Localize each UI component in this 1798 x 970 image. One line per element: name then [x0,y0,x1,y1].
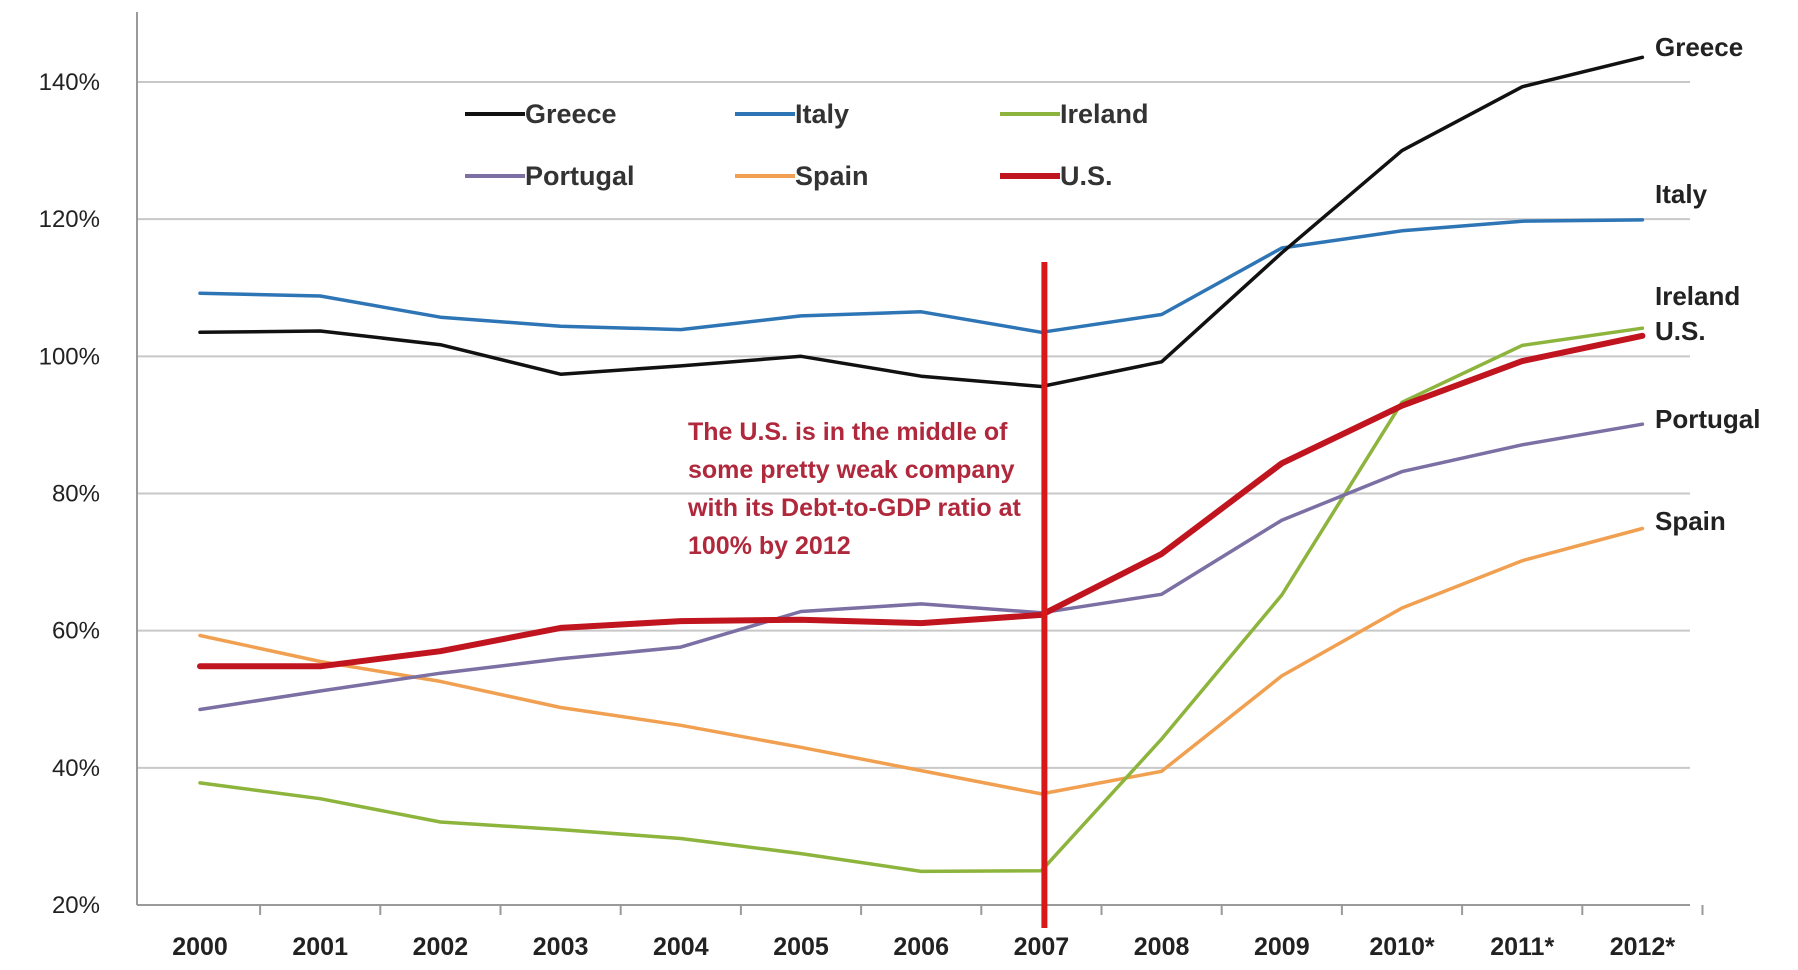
annotation-line: 100% by 2012 [688,532,851,560]
series-line-spain [198,526,1645,796]
end-label-ireland: Ireland [1655,281,1740,311]
legend-label-portugal: Portugal [525,161,635,191]
axes: 20% 40% 60% 80% 100% 120% 140% 2000 2001 2002 2003… [39,12,1704,961]
y-tick-label: 40% [52,755,100,782]
series-line-greece [198,55,1645,389]
x-tick-label: 2007 [1014,933,1070,961]
legend-label-ireland: Ireland [1060,99,1149,129]
x-tick-label: 2002 [413,933,469,961]
x-tick-label: 2001 [292,933,348,961]
end-label-greece: Greece [1655,32,1743,62]
legend-label-greece: Greece [525,99,617,129]
legend-label-italy: Italy [795,99,849,129]
x-tick-label: 2010* [1369,933,1435,961]
series-lines [197,55,1646,874]
end-label-portugal: Portugal [1655,404,1760,434]
y-tick-label: 120% [39,206,100,233]
y-tick-label: 20% [52,892,100,919]
gridlines [137,81,1690,769]
x-tick-label: 2003 [533,933,589,961]
x-tick-label: 2012* [1610,933,1676,961]
series-line-italy [198,218,1645,335]
x-tick-label: 2004 [653,933,709,961]
annotation-line: The U.S. is in the middle of [688,418,1008,446]
x-tick-label: 2011* [1490,933,1554,961]
y-tick-label: 140% [39,69,100,96]
end-label-u-s: U.S. [1655,316,1706,346]
legend-label-spain: Spain [795,161,869,191]
end-label-spain: Spain [1655,506,1726,536]
y-tick-label: 80% [52,481,100,508]
x-tick-label: 2000 [172,933,228,961]
y-tick-label: 100% [39,343,100,370]
annotation-line: some pretty weak company [688,456,1015,484]
annotation-line: with its Debt-to-GDP ratio at [687,494,1022,522]
series-line-ireland [198,326,1645,874]
series-line-portugal [198,422,1645,712]
end-label-italy: Italy [1655,179,1708,209]
x-tick-label: 2009 [1254,933,1310,961]
y-tick-label: 60% [52,618,100,645]
x-tick-label: 2008 [1134,933,1190,961]
x-tick-label: 2006 [893,933,949,961]
series-line-u-s [197,332,1646,670]
series-end-labels: Greece Italy Ireland U.S. Portugal Spain [1655,32,1760,536]
annotation: The U.S. is in the middle of some pretty … [687,418,1022,560]
legend-label-u-s: U.S. [1060,161,1113,191]
legend: Greece Italy Ireland Portugal Spain U.S. [465,99,1149,191]
x-tick-label: 2005 [773,933,829,961]
